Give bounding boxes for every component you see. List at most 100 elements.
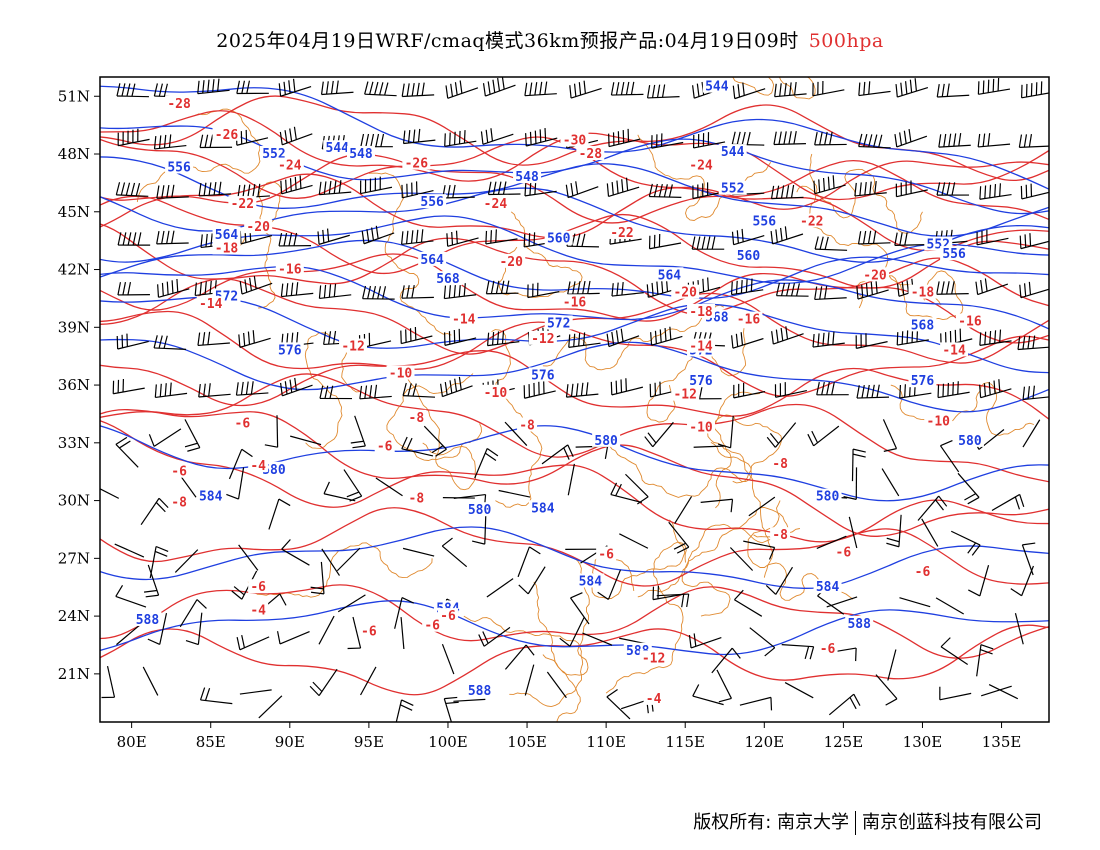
label-bg [465, 683, 494, 698]
boundary-line [247, 542, 433, 598]
label-bg [169, 463, 190, 478]
wind-barb [693, 445, 726, 448]
wind-barb [812, 80, 845, 97]
contour-label: 584 [579, 574, 603, 589]
wind-barb [482, 77, 516, 97]
contour-label: -24 [689, 159, 713, 174]
wind-barb [402, 128, 436, 145]
wind-barb [401, 436, 434, 457]
boundary-line [890, 382, 1035, 436]
label-bg [560, 132, 589, 147]
wind-barb [238, 330, 271, 348]
boundary-line [605, 541, 687, 694]
wind-barb [310, 561, 325, 595]
wind-barb [184, 419, 201, 452]
geopotential-line [100, 425, 1049, 502]
wind-barb [517, 546, 541, 578]
contour-label: 544 [705, 80, 729, 95]
geopotential-line [100, 156, 1049, 237]
boundary-line [605, 442, 752, 498]
wind-barb [504, 421, 528, 446]
wind-barb [239, 276, 273, 295]
chart-title: 2025年04月19日WRF/cmaq模式36km预报产品:04月19日09时 5… [0, 26, 1100, 53]
lon-tick-label: 90E [275, 733, 305, 751]
contour-label: 584 [816, 580, 840, 595]
wind-barb [117, 281, 150, 296]
wind-barb [1018, 134, 1049, 149]
wind-barb [565, 382, 599, 398]
wind-barb [816, 535, 847, 549]
wind-barb [401, 181, 434, 199]
lat-tick-label: 27N [58, 549, 90, 567]
lon-tick-label: 135E [982, 733, 1022, 751]
wind-barb [813, 175, 846, 195]
contour-label: -8 [519, 418, 535, 433]
label-bg [481, 196, 510, 211]
wind-barb [881, 468, 900, 497]
contour-label: -4 [250, 603, 266, 618]
wind-barb [318, 615, 335, 645]
label-bg [449, 311, 478, 326]
contour-label: -28 [579, 147, 603, 162]
wind-barb [729, 547, 754, 571]
wind-barb [364, 81, 397, 97]
lon-tick-label: 80E [117, 733, 147, 751]
contour-label: -6 [361, 625, 377, 640]
wind-barb [731, 332, 764, 349]
wind-barb [112, 378, 145, 395]
wind-barb [395, 699, 414, 722]
wind-barb [343, 469, 363, 502]
contour-label: -10 [689, 420, 713, 435]
wind-barb [290, 435, 322, 446]
geopotential-line [100, 600, 1049, 656]
wind-barb [323, 481, 356, 502]
contour-label: -4 [250, 459, 266, 474]
wind-barb [921, 518, 939, 547]
label-bg [596, 546, 617, 561]
contour-label: 548 [349, 147, 373, 162]
contour-label: -6 [250, 580, 266, 595]
wind-barb [977, 133, 1011, 148]
plot-frame [99, 76, 1050, 723]
contour-label: -18 [215, 241, 239, 256]
label-bg [655, 267, 684, 282]
wind-barb [278, 232, 312, 247]
lon-tick-label: 105E [507, 733, 547, 751]
label-bg [639, 650, 668, 665]
wind-barb [610, 378, 644, 396]
isotherm-line [100, 584, 1049, 659]
lon-tick-label: 100E [428, 733, 468, 751]
geopotential-line [100, 526, 1049, 589]
lon-tick-label: 95E [354, 733, 384, 751]
wind-barb [895, 180, 928, 198]
label-bg [687, 373, 716, 388]
contour-label: 580 [816, 490, 840, 505]
wind-barb [336, 547, 361, 572]
contour-label: -24 [278, 159, 302, 174]
wind-barb [1010, 565, 1035, 597]
label-bg [248, 602, 269, 617]
wind-barb [1019, 281, 1049, 299]
company-text: 南京创蓝科技有限公司 [862, 812, 1042, 833]
wind-barb [524, 664, 535, 696]
label-bg [687, 303, 716, 318]
contour-label: 576 [278, 343, 302, 358]
contour-label: -6 [171, 465, 187, 480]
wind-barb [855, 333, 888, 349]
label-bg [912, 563, 933, 578]
wind-barb [748, 496, 776, 517]
contour-label: -14 [689, 340, 713, 355]
lat-tick-label: 45N [58, 203, 90, 221]
label-bg [406, 409, 427, 424]
wind-barb [875, 674, 898, 706]
label-bg [955, 313, 984, 328]
wind-barb [423, 425, 447, 457]
label-bg [465, 502, 494, 517]
label-bg [275, 342, 304, 357]
lon-tick-label: 125E [824, 733, 864, 751]
wind-barb [401, 285, 434, 299]
contour-label: 568 [911, 318, 935, 333]
wind-barb [843, 467, 858, 500]
wind-barb [318, 283, 352, 300]
